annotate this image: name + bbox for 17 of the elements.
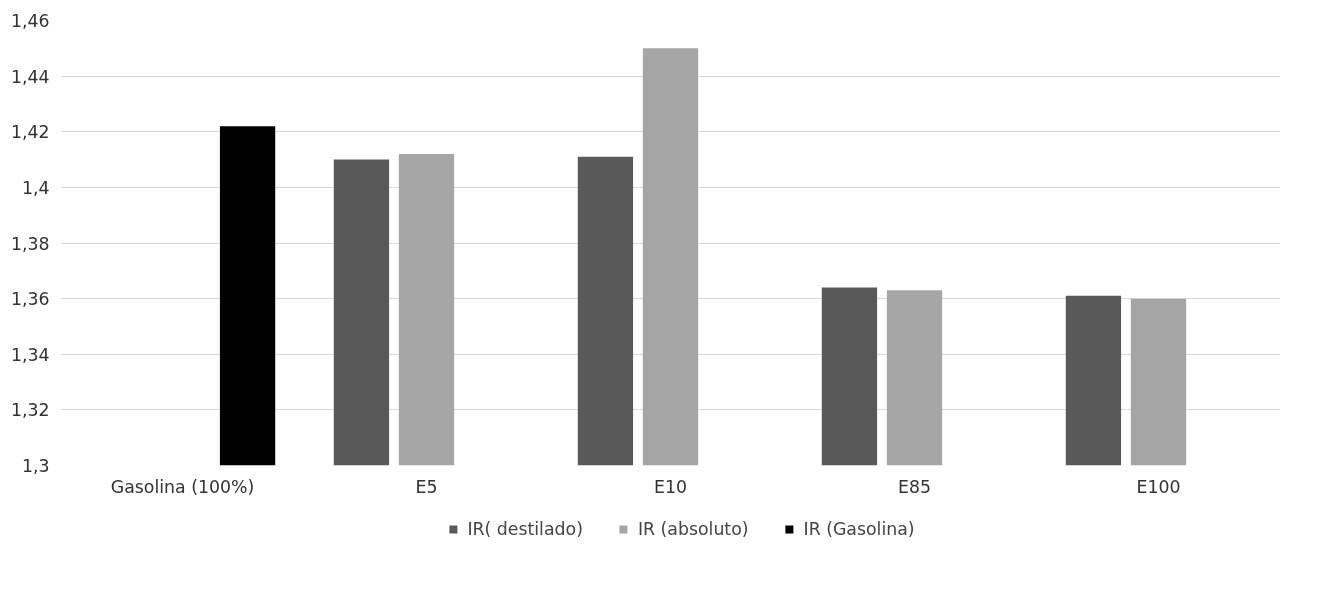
legend-label: IR (absoluto) xyxy=(637,519,749,539)
y-tick-label: 1,42 xyxy=(10,122,50,143)
x-tick-label: E100 xyxy=(1136,476,1181,497)
x-tick-label: E85 xyxy=(898,476,931,497)
legend-label: IR (Gasolina) xyxy=(803,519,915,539)
y-tick-label: 1,38 xyxy=(10,233,50,254)
y-tick-label: 1,4 xyxy=(21,177,50,198)
x-tick-label: E10 xyxy=(654,476,687,497)
y-tick-label: 1,3 xyxy=(21,456,50,476)
y-tick-label: 1,34 xyxy=(10,344,50,365)
y-tick-label: 1,36 xyxy=(10,289,50,310)
y-tick-label: 1,32 xyxy=(10,400,50,421)
y-tick-label: 1,44 xyxy=(10,66,50,87)
x-tick-label: E5 xyxy=(415,476,438,497)
y-tick-label: 1,46 xyxy=(10,11,50,31)
x-tick-label: Gasolina (100%) xyxy=(110,476,255,497)
legend-label: IR( destilado) xyxy=(467,519,583,539)
